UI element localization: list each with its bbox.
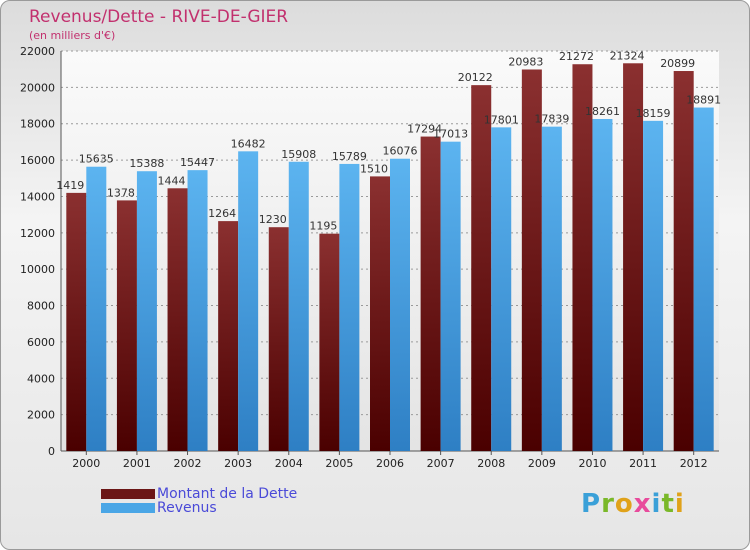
data-label-dette: 20983 (508, 55, 543, 68)
bar-dette (167, 188, 188, 452)
data-label-dette: 1378 (107, 186, 135, 199)
y-tick-label: 4000 (27, 372, 55, 385)
bar-dette (319, 233, 340, 451)
legend-label-revenus: Revenus (157, 500, 217, 516)
bar-revenus (440, 141, 461, 451)
bar-dette (521, 69, 542, 451)
x-tick-label: 2003 (224, 457, 252, 470)
data-label-dette: 1419 (56, 179, 84, 192)
bar-revenus (390, 158, 410, 451)
bar-dette (572, 64, 593, 451)
y-tick-label: 6000 (27, 336, 55, 349)
proxiti-logo: Proxiti (581, 489, 685, 519)
data-label-dette: 21324 (610, 49, 645, 62)
y-tick-label: 2000 (27, 409, 55, 422)
chart-title: Revenus/Dette - RIVE-DE-GIER (29, 7, 289, 27)
data-label-dette: 1264 (208, 207, 236, 220)
legend-swatch-dette (101, 489, 155, 499)
logo-letter: i (651, 489, 662, 519)
y-tick-label: 8000 (27, 300, 55, 313)
logo-letter: P (581, 489, 602, 519)
bar-dette (218, 221, 239, 451)
x-tick-label: 2000 (72, 457, 100, 470)
bar-dette (66, 192, 87, 451)
data-label-revenus: 17013 (433, 128, 468, 141)
data-label-revenus: 18159 (636, 107, 671, 120)
data-label-dette: 1195 (309, 220, 337, 233)
legend-label-dette: Montant de la Dette (157, 486, 298, 502)
x-tick-label: 2006 (376, 457, 404, 470)
bar-dette (370, 176, 390, 451)
x-tick-label: 2009 (528, 457, 556, 470)
bar-dette (623, 63, 644, 452)
y-tick-label: 16000 (20, 154, 55, 167)
data-label-revenus: 18261 (585, 105, 620, 118)
legend-swatch-revenus (101, 503, 155, 513)
x-tick-label: 2010 (578, 457, 606, 470)
bar-dette (420, 136, 441, 451)
data-label-dette: 1230 (259, 213, 287, 226)
x-tick-label: 2011 (629, 457, 657, 470)
data-label-revenus: 17839 (534, 113, 569, 126)
logo-letter: t (661, 489, 675, 519)
bar-revenus (693, 107, 714, 451)
bar-revenus (592, 118, 613, 452)
data-label-revenus: 15908 (281, 148, 316, 161)
legend-item-revenus: Revenus (101, 501, 297, 515)
data-label-revenus: 15635 (79, 153, 114, 166)
y-tick-label: 10000 (20, 263, 55, 276)
data-label-revenus: 15447 (180, 156, 215, 169)
bar-dette (471, 85, 492, 452)
logo-letter: x (633, 489, 652, 519)
y-tick-label: 20000 (20, 81, 55, 94)
bar-dette (673, 71, 694, 451)
data-label-revenus: 18891 (686, 94, 721, 107)
logo-letter: i (674, 489, 685, 519)
legend: Montant de la Dette Revenus (101, 487, 297, 515)
data-label-revenus: 16076 (383, 145, 418, 158)
x-tick-label: 2005 (325, 457, 353, 470)
y-tick-label: 0 (48, 445, 55, 458)
bar-revenus (643, 120, 664, 451)
x-tick-label: 2007 (427, 457, 455, 470)
chart-subtitle: (en milliers d'€) (29, 29, 116, 42)
logo-letter: o (614, 489, 634, 519)
x-tick-label: 2001 (123, 457, 151, 470)
x-tick-label: 2008 (477, 457, 505, 470)
y-tick-label: 22000 (20, 45, 55, 58)
bar-dette (268, 227, 289, 451)
data-label-revenus: 15388 (129, 157, 164, 170)
bar-revenus (541, 126, 562, 452)
y-tick-label: 18000 (20, 118, 55, 131)
bar-revenus (136, 171, 157, 451)
data-label-revenus: 17801 (484, 113, 519, 126)
legend-item-dette: Montant de la Dette (101, 487, 297, 501)
bar-revenus (339, 163, 360, 451)
data-label-revenus: 16482 (231, 137, 266, 150)
data-label-revenus: 15789 (332, 150, 367, 163)
x-tick-label: 2004 (275, 457, 303, 470)
data-label-dette: 21272 (559, 50, 594, 63)
bar-revenus (86, 166, 107, 451)
data-label-dette: 17294 (407, 123, 442, 136)
bar-revenus (187, 170, 208, 452)
bar-revenus (491, 127, 512, 451)
bar-revenus (288, 161, 309, 451)
y-tick-label: 14000 (20, 190, 55, 203)
bar-dette (116, 200, 137, 451)
bar-revenus (238, 151, 259, 451)
logo-letter: r (601, 489, 615, 519)
data-label-dette: 1510 (360, 162, 388, 175)
y-tick-label: 12000 (20, 227, 55, 240)
data-label-dette: 20899 (660, 57, 695, 70)
data-label-dette: 20122 (458, 71, 493, 84)
data-label-dette: 1444 (158, 174, 186, 187)
x-tick-label: 2002 (174, 457, 202, 470)
x-tick-label: 2012 (680, 457, 708, 470)
